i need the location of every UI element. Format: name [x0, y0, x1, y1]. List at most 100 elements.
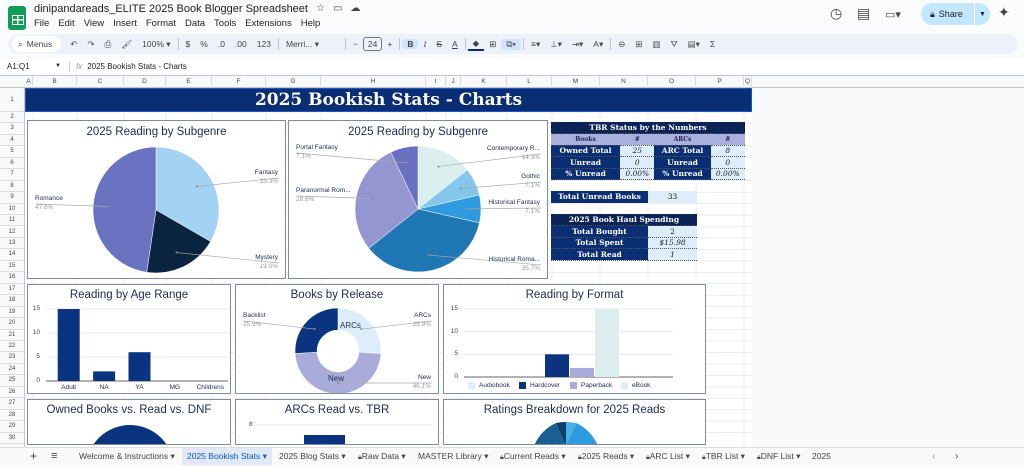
text-wrap-icon[interactable]: ⇥▾ — [571, 38, 584, 49]
gemini-icon[interactable]: ✦ — [998, 4, 1010, 20]
column-header-C[interactable]: C — [77, 76, 124, 88]
cell[interactable]: 0 — [620, 156, 655, 169]
row-header-6[interactable]: 6 — [0, 158, 24, 170]
row-header-4[interactable]: 4 — [0, 135, 24, 147]
menu-help[interactable]: Help — [300, 18, 321, 29]
link-icon[interactable]: ⊖ — [618, 38, 626, 49]
pie-slice-historical-roma-[interactable] — [368, 208, 480, 273]
row-header-22[interactable]: 22 — [0, 341, 24, 353]
pie-slice-contemporary-r-[interactable] — [417, 145, 468, 210]
formula-input[interactable]: 2025 Bookish Stats - Charts — [87, 61, 187, 71]
menu-extensions[interactable]: Extensions — [245, 18, 292, 29]
comments-icon[interactable]: ▤ — [857, 5, 871, 21]
row-header-29[interactable]: 29 — [0, 421, 24, 433]
pie-slice-backlist[interactable] — [294, 307, 339, 354]
move-folder-icon[interactable]: ▭ — [332, 3, 343, 14]
print-icon[interactable]: ⎙ — [104, 38, 112, 49]
cell[interactable]: 0.00% — [620, 168, 655, 180]
column-header-K[interactable]: K — [461, 76, 507, 88]
column-header-B[interactable]: B — [33, 76, 77, 88]
percent-button[interactable]: % — [200, 39, 208, 49]
row-header-21[interactable]: 21 — [0, 330, 24, 341]
document-title[interactable]: dinipandareads_ELITE 2025 Book Blogger S… — [34, 3, 308, 15]
cell[interactable]: Total Spent — [551, 237, 648, 249]
chart-icon[interactable]: ▥ — [652, 38, 661, 49]
star-icon[interactable]: ☆ — [315, 3, 325, 14]
cell[interactable]: % Unread — [551, 168, 621, 180]
row-header-28[interactable]: 28 — [0, 410, 24, 422]
pie-slice-mystery[interactable] — [146, 209, 211, 274]
chart-subgenre-pie[interactable]: 2025 Reading by Subgenre Fantasy 33.3% Myst… — [27, 120, 286, 279]
column-header-D[interactable]: D — [124, 76, 166, 88]
chart-release-donut[interactable]: Books by Release ARCs 25.9% New 48.1% Backlis… — [235, 284, 439, 394]
fill-color-icon[interactable]: ◆ — [467, 38, 485, 51]
row-header-18[interactable]: 18 — [0, 295, 24, 307]
sheet-tab-raw-data[interactable]: 🔒︎Raw Data ▾ — [353, 448, 411, 465]
row-header-10[interactable]: 10 — [0, 204, 24, 216]
redo-icon[interactable]: ↷ — [87, 38, 95, 49]
share-dropdown[interactable]: ▼ — [974, 3, 990, 25]
row-header-7[interactable]: 7 — [0, 169, 24, 181]
text-color-button[interactable]: A — [452, 39, 458, 49]
cell[interactable]: 1 — [648, 248, 697, 261]
decrease-decimal-button[interactable]: .0 — [217, 39, 225, 49]
comment-icon[interactable]: ⊞ — [635, 38, 643, 49]
share-button[interactable]: 🔒︎ Share ▼ — [921, 3, 990, 25]
italic-button[interactable]: I — [423, 39, 427, 49]
paint-format-icon[interactable]: 🖌︎ — [121, 38, 133, 49]
sheet-tab-2025[interactable]: 2025 — [807, 448, 836, 465]
row-header-5[interactable]: 5 — [0, 146, 24, 158]
sheet-tab-welcome-instructions[interactable]: Welcome & Instructions ▾ — [74, 448, 180, 465]
column-header-M[interactable]: M — [552, 76, 600, 88]
chart-owned-read-dnf[interactable]: Owned Books vs. Read vs. DNF — [27, 399, 231, 445]
cell[interactable]: 25 — [620, 145, 655, 157]
pie-slice-romance[interactable] — [92, 146, 157, 273]
sheet-tab-tbr-list[interactable]: 🔒︎TBR List ▾ — [697, 448, 750, 465]
cell[interactable]: 2 — [648, 225, 697, 238]
cell[interactable]: $15.98 — [648, 237, 697, 249]
row-header-3[interactable]: 3 — [0, 123, 24, 135]
row-header-25[interactable]: 25 — [0, 375, 24, 387]
scroll-tabs-left[interactable]: ‹ — [932, 451, 936, 462]
chart-subgenre-detail-pie[interactable]: 2025 Reading by Subgenre Contemporary R..… — [288, 120, 548, 279]
row-header-20[interactable]: 20 — [0, 318, 24, 330]
column-header-H[interactable]: H — [321, 76, 426, 88]
row-header-12[interactable]: 12 — [0, 227, 24, 238]
row-header-2[interactable]: 2 — [0, 112, 24, 124]
cell[interactable]: % Unread — [654, 168, 711, 180]
cell[interactable]: Owned Total — [551, 145, 621, 157]
bar-ebook[interactable] — [595, 309, 619, 377]
undo-icon[interactable]: ↶ — [70, 38, 78, 49]
column-header-Q[interactable]: Q — [744, 76, 752, 88]
cell[interactable]: 8 — [710, 145, 745, 157]
row-header-23[interactable]: 23 — [0, 352, 24, 364]
cell[interactable]: Total Unread Books — [551, 191, 648, 203]
scroll-tabs-right[interactable]: › — [955, 451, 959, 462]
sheet-tab-arc-list[interactable]: 🔒︎ARC List ▾ — [641, 448, 695, 465]
cell[interactable]: 0 — [710, 156, 745, 169]
add-sheet-button[interactable]: + — [30, 449, 38, 463]
chart-arcs-read-tbr[interactable]: ARCs Read vs. TBR 8 — [235, 399, 439, 445]
font-size-input[interactable]: 24 — [362, 37, 383, 51]
currency-button[interactable]: $ — [185, 39, 191, 49]
column-header-A[interactable]: A — [25, 76, 33, 88]
column-header-J[interactable]: J — [446, 76, 461, 88]
strikethrough-button[interactable]: S — [436, 39, 442, 49]
row-header-14[interactable]: 14 — [0, 249, 24, 261]
cell[interactable]: 33 — [648, 191, 697, 203]
zoom-select[interactable]: 100% ▾ — [142, 38, 171, 49]
increase-font-size-button[interactable]: + — [387, 39, 393, 49]
menu-tools[interactable]: Tools — [214, 18, 237, 29]
menu-search[interactable]: ⌕ Menus — [12, 36, 62, 52]
name-box-dropdown[interactable]: ▼ — [55, 63, 61, 69]
column-header-I[interactable]: I — [426, 76, 446, 88]
cell[interactable]: Total Read — [551, 248, 648, 261]
borders-icon[interactable]: ⊞ — [489, 38, 497, 49]
row-header-9[interactable]: 9 — [0, 192, 24, 204]
row-header-8[interactable]: 8 — [0, 181, 24, 193]
cell[interactable]: Unread — [654, 156, 711, 169]
meet-icon[interactable]: ▭▾ — [885, 9, 901, 21]
horizontal-align-icon[interactable]: ≡▾ — [530, 38, 541, 49]
bold-button[interactable]: B — [402, 39, 419, 49]
row-header-1[interactable]: 1 — [0, 88, 24, 112]
